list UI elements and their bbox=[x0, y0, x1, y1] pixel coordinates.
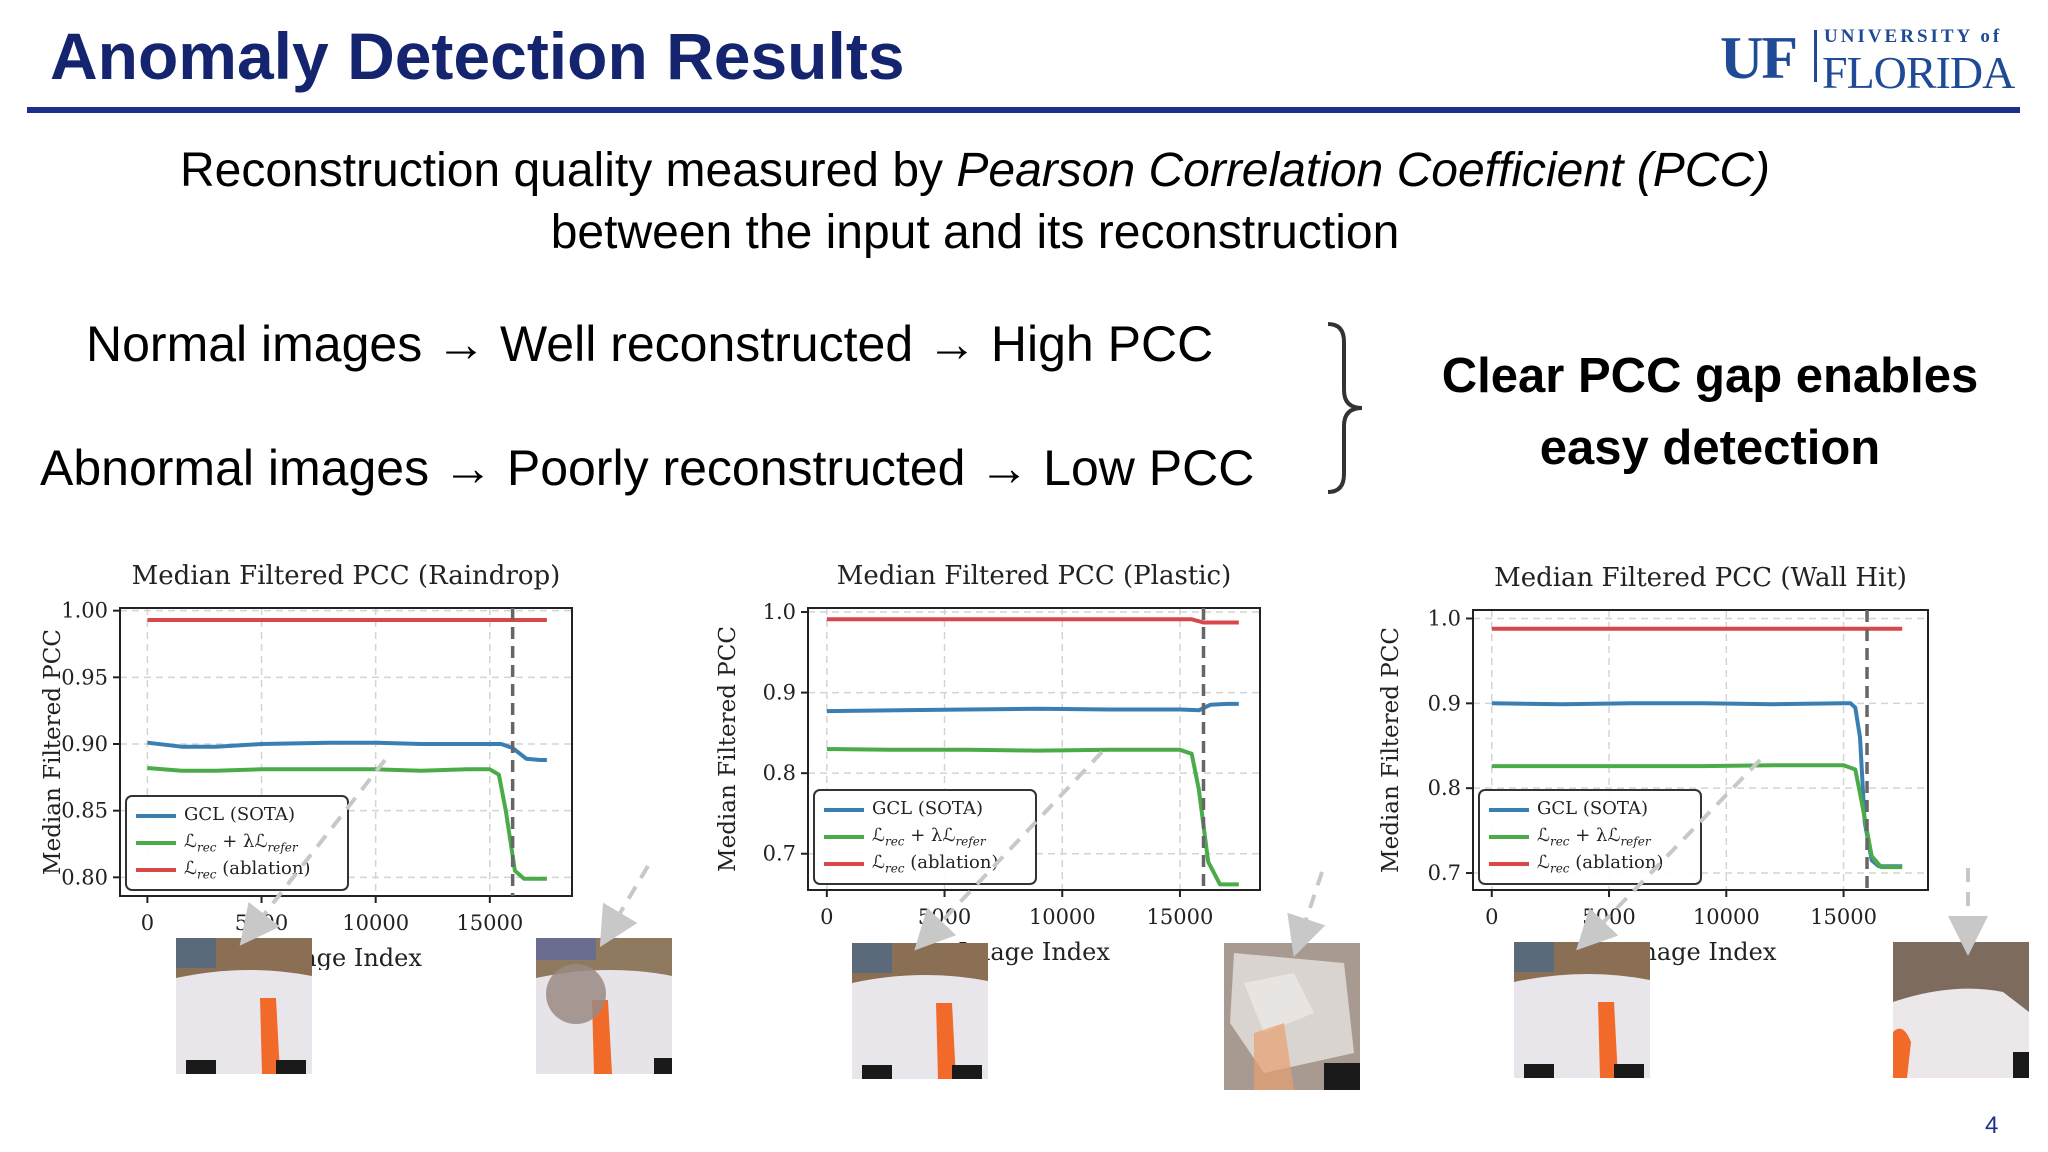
subtitle-prefix: Reconstruction quality measured by bbox=[179, 144, 957, 197]
legend-label: ℒrec + λℒrefer bbox=[872, 825, 986, 849]
title-rule bbox=[27, 107, 2020, 113]
x-tick-label: 15000 bbox=[1147, 905, 1214, 929]
series-line-0 bbox=[1491, 701, 1903, 869]
y-tick-label: 0.90 bbox=[61, 732, 108, 756]
y-tick-label: 0.8 bbox=[1428, 776, 1461, 800]
y-axis-label: Median Filtered PCC bbox=[1378, 627, 1404, 873]
y-tick-label: 0.9 bbox=[1428, 691, 1461, 715]
legend-box bbox=[813, 789, 1037, 885]
y-axis-label: Median Filtered PCC bbox=[715, 626, 741, 872]
legend-label: ℒrec (ablation) bbox=[872, 852, 999, 876]
legend: GCL (SOTA) ℒrec + λℒrefer ℒrec (ablation) bbox=[813, 789, 1037, 885]
gap-line-1: Clear PCC gap enables bbox=[1441, 349, 1979, 403]
y-axis-label: Median Filtered PCC bbox=[40, 629, 66, 875]
camera-frame-raindrop-icon bbox=[536, 938, 672, 1074]
right-brace-icon bbox=[1327, 322, 1363, 494]
chart-raindrop: Median Filtered PCC (Raindrop)0 5000 10000… bbox=[40, 561, 573, 970]
legend: GCL (SOTA) ℒrec + λℒrefer ℒrec (ablation) bbox=[1478, 789, 1702, 885]
arrow-normal-plastic bbox=[914, 750, 1104, 951]
legend-label: GCL (SOTA) bbox=[872, 798, 983, 819]
legend-label: ℒrec + λℒrefer bbox=[1537, 825, 1651, 849]
y-tick-label: 0.9 bbox=[763, 681, 796, 705]
legend: GCL (SOTA) ℒrec + λℒrefer ℒrec (ablation) bbox=[125, 795, 349, 891]
legend-label: ℒrec + λℒrefer bbox=[184, 831, 298, 855]
chart-title: Median Filtered PCC (Plastic) bbox=[837, 561, 1232, 591]
chart-title: Median Filtered PCC (Wall Hit) bbox=[1494, 563, 1907, 593]
plot-frame bbox=[807, 607, 1261, 891]
series-line-0 bbox=[147, 740, 547, 762]
logo-florida: FLORIDA bbox=[1822, 47, 2015, 98]
chart-wall-hit: Median Filtered PCC (Wall Hit)0 5000 10000… bbox=[1378, 563, 1929, 966]
series-line-1 bbox=[1491, 763, 1903, 870]
subtitle-line-1: Reconstruction quality measured by Pears… bbox=[100, 143, 1850, 198]
chart-title: Median Filtered PCC (Raindrop) bbox=[132, 561, 561, 591]
series-line-2 bbox=[826, 617, 1239, 625]
y-tick-label: 0.7 bbox=[763, 842, 796, 866]
plot-frame bbox=[119, 607, 573, 897]
slide-title: Anomaly Detection Results bbox=[50, 19, 905, 93]
arrow-plastic bbox=[1287, 871, 1326, 957]
camera-frame-normal-icon bbox=[1514, 942, 1650, 1078]
abnormal-images-row: Abnormal images → Poorly reconstructed →… bbox=[40, 440, 1255, 496]
arrow-normal-wall-hit bbox=[1576, 758, 1762, 951]
x-tick-label: 10000 bbox=[342, 911, 409, 935]
logo-university-of: UNIVERSITY of bbox=[1824, 26, 2003, 47]
thumbnail-raindrop bbox=[536, 938, 672, 1074]
x-tick-label: 15000 bbox=[456, 911, 523, 935]
gap-line-2: easy detection bbox=[1539, 421, 1881, 475]
legend-box bbox=[125, 795, 349, 891]
legend-label: ℒrec (ablation) bbox=[184, 858, 311, 882]
camera-frame-normal-icon bbox=[852, 943, 988, 1079]
y-tick-label: 1.0 bbox=[1428, 606, 1461, 630]
camera-frame-normal-icon bbox=[176, 938, 312, 1074]
pcc-gap-callout: Clear PCC gap enables easy detection bbox=[1390, 340, 2030, 484]
series-line-1 bbox=[826, 747, 1239, 887]
series-line-1 bbox=[147, 766, 547, 881]
y-tick-label: 0.7 bbox=[1428, 861, 1461, 885]
subtitle-pcc-term: Pearson Correlation Coefficient (PCC) bbox=[956, 144, 1771, 197]
thumbnail-normal-plastic bbox=[852, 943, 988, 1079]
page-number: 4 bbox=[1985, 1112, 1999, 1139]
plot-frame bbox=[1472, 609, 1929, 891]
normal-images-row: Normal images → Well reconstructed → Hig… bbox=[86, 316, 1214, 372]
legend-label: GCL (SOTA) bbox=[184, 804, 295, 825]
thumbnail-wall-hit bbox=[1893, 942, 2029, 1078]
thumbnail-normal-raindrop bbox=[176, 938, 312, 1074]
x-tick-label: 15000 bbox=[1810, 905, 1877, 929]
camera-frame-plastic-icon bbox=[1224, 943, 1360, 1090]
legend-label: ℒrec (ablation) bbox=[1537, 852, 1664, 876]
uf-logo: UF UNIVERSITY of FLORIDA bbox=[1720, 20, 2020, 98]
y-tick-label: 0.80 bbox=[61, 865, 108, 889]
legend-box bbox=[1478, 789, 1702, 885]
thumbnail-plastic bbox=[1224, 943, 1360, 1090]
camera-frame-wallhit-icon bbox=[1893, 942, 2029, 1078]
x-tick-label: 10000 bbox=[1693, 905, 1760, 929]
y-tick-label: 0.85 bbox=[61, 799, 108, 823]
legend-label: GCL (SOTA) bbox=[1537, 798, 1648, 819]
y-tick-label: 1.00 bbox=[61, 599, 108, 623]
subtitle-line-2: between the input and its reconstruction bbox=[550, 206, 1400, 259]
x-tick-label: 0 bbox=[1485, 905, 1498, 929]
thumbnail-normal-wall-hit bbox=[1514, 942, 1650, 1078]
x-tick-label: 0 bbox=[141, 911, 154, 935]
series-line-0 bbox=[826, 701, 1239, 714]
y-tick-label: 1.0 bbox=[763, 600, 796, 624]
logo-divider bbox=[1814, 30, 1817, 82]
arrow-normal-raindrop bbox=[239, 758, 387, 946]
x-tick-label: 10000 bbox=[1029, 905, 1096, 929]
logo-uf: UF bbox=[1720, 25, 1798, 91]
y-tick-label: 0.95 bbox=[61, 665, 108, 689]
arrow-raindrop bbox=[599, 864, 650, 948]
x-tick-label: 0 bbox=[820, 905, 833, 929]
y-tick-label: 0.8 bbox=[763, 761, 796, 785]
